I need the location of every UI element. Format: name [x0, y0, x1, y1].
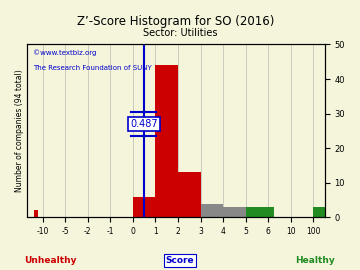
Bar — [313, 207, 325, 217]
Text: Sector: Utilities: Sector: Utilities — [143, 28, 217, 38]
Text: Score: Score — [166, 256, 194, 265]
Bar — [268, 207, 274, 217]
Bar — [201, 204, 223, 217]
Bar — [246, 207, 268, 217]
Bar — [133, 197, 156, 217]
Y-axis label: Number of companies (94 total): Number of companies (94 total) — [15, 70, 24, 192]
Text: Unhealthy: Unhealthy — [24, 256, 77, 265]
Text: 0.487: 0.487 — [130, 119, 158, 129]
Text: Healthy: Healthy — [295, 256, 335, 265]
Bar — [223, 207, 246, 217]
Bar — [156, 65, 178, 217]
Title: Z’-Score Histogram for SO (2016): Z’-Score Histogram for SO (2016) — [77, 15, 274, 28]
Bar — [33, 210, 38, 217]
Text: ©www.textbiz.org: ©www.textbiz.org — [33, 50, 96, 56]
Text: The Research Foundation of SUNY: The Research Foundation of SUNY — [33, 65, 152, 71]
Bar — [178, 173, 201, 217]
